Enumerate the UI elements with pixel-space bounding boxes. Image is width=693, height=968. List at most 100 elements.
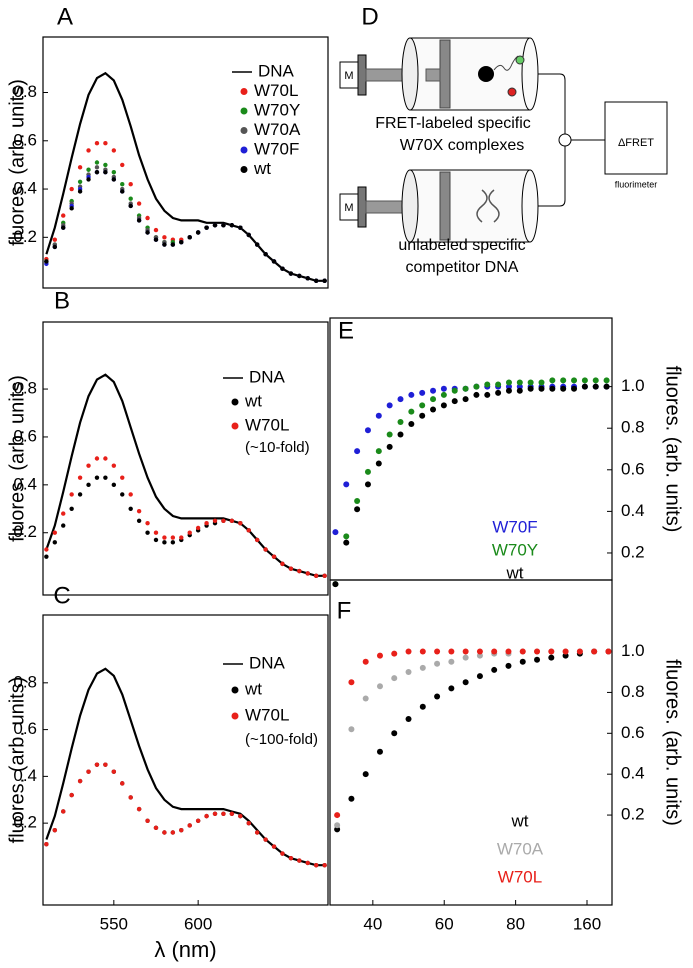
legend-label: W70L: [498, 867, 542, 886]
data-point: [254, 537, 260, 543]
data-point: [462, 654, 469, 661]
barrel-end: [521, 169, 539, 243]
data-point: [297, 273, 302, 279]
barrel-end: [401, 169, 419, 243]
data-point: [448, 685, 455, 692]
series-line: [45, 667, 325, 867]
y-tick-label: 0.6: [13, 130, 37, 149]
data-point: [322, 278, 327, 283]
data-point: [120, 781, 125, 786]
data-point: [375, 412, 382, 419]
x-tick-label: 160: [573, 914, 601, 933]
data-point: [195, 525, 201, 531]
legend-label: DNA: [249, 653, 286, 672]
data-point: [44, 259, 49, 264]
detector-caption: fluorimeter: [615, 179, 658, 189]
data-point: [516, 387, 523, 394]
data-point: [451, 398, 458, 405]
data-point: [288, 271, 294, 276]
data-point: [94, 140, 100, 146]
detector-label: ΔFRET: [618, 137, 654, 149]
data-point: [484, 381, 491, 388]
x-tick-label: 600: [184, 914, 212, 933]
data-point: [448, 648, 455, 655]
data-point: [153, 227, 159, 233]
data-point: [434, 660, 441, 667]
data-point: [179, 535, 184, 540]
legend-marker: [231, 712, 239, 720]
data-point: [61, 511, 66, 516]
legend-label: W70F: [254, 139, 299, 158]
data-point: [313, 863, 319, 868]
data-point: [94, 165, 100, 170]
data-point: [229, 518, 235, 523]
y-tick-label: 0.2: [13, 522, 37, 541]
data-point: [603, 383, 610, 390]
data-point: [204, 520, 209, 526]
panel-label: B: [54, 287, 70, 314]
y-tick-label: 0.6: [621, 723, 645, 742]
data-point: [111, 169, 117, 175]
data-point: [576, 648, 583, 655]
data-point: [473, 391, 480, 398]
plot-frame: [329, 579, 613, 906]
data-point: [145, 530, 150, 535]
y-tick-label: 0.8: [621, 682, 645, 701]
data-point: [605, 648, 612, 655]
annotation: (~100-fold): [245, 731, 318, 748]
data-point: [322, 863, 327, 868]
data-point: [204, 813, 209, 819]
data-point: [592, 377, 599, 384]
data-point: [162, 830, 167, 835]
data-point: [170, 535, 176, 540]
data-point: [362, 771, 369, 778]
data-point: [538, 385, 545, 392]
data-point: [145, 520, 150, 526]
syringe-caption: W70X complexes: [400, 137, 525, 154]
data-point: [419, 389, 426, 396]
data-point: [221, 811, 226, 816]
data-point: [263, 547, 268, 552]
data-point: [375, 460, 382, 467]
data-point: [473, 383, 480, 390]
fluorimeter-box: [604, 101, 668, 175]
data-point: [44, 841, 49, 847]
data-point: [560, 385, 567, 392]
data-point: [204, 225, 209, 230]
data-point: [354, 497, 361, 504]
data-point: [348, 679, 355, 686]
data-point: [549, 385, 556, 392]
data-point: [69, 186, 74, 192]
data-point: [305, 860, 310, 866]
data-point: [391, 675, 398, 682]
data-point: [364, 427, 371, 434]
syringe-caption: unlabeled specific: [398, 237, 525, 254]
data-point: [120, 162, 125, 168]
data-point: [212, 223, 218, 228]
y-tick-label: 0.8: [621, 418, 645, 437]
data-point: [419, 402, 426, 409]
data-point: [505, 387, 512, 394]
data-point: [69, 792, 74, 798]
data-point: [136, 508, 142, 514]
data-point: [120, 182, 125, 187]
data-point: [145, 230, 150, 235]
data-point: [61, 213, 66, 218]
y-tick-label: 0.4: [13, 179, 37, 198]
data-point: [405, 668, 412, 675]
data-point: [491, 666, 498, 673]
data-point: [297, 858, 302, 863]
data-point: [77, 179, 83, 185]
data-point: [462, 385, 469, 392]
data-point: [505, 379, 512, 386]
data-point: [280, 561, 285, 567]
series-line: [45, 373, 325, 577]
x-tick-label: 550: [100, 914, 128, 933]
data-point: [419, 664, 426, 671]
data-point: [430, 406, 437, 413]
legend-label: W70A: [497, 839, 544, 858]
data-point: [195, 230, 201, 235]
data-point: [77, 475, 83, 480]
data-point: [334, 812, 341, 819]
